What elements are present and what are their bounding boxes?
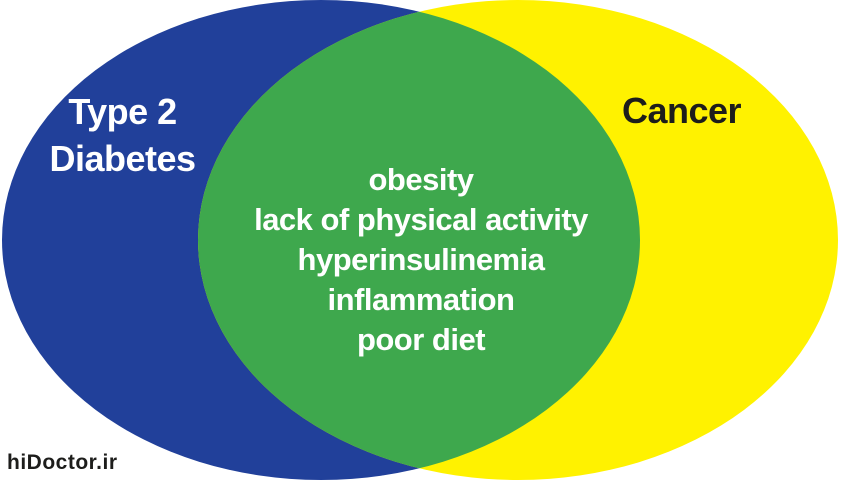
diabetes-label: Type 2 Diabetes bbox=[20, 88, 225, 182]
overlap-item-lack-of-physical-activity: lack of physical activity bbox=[254, 202, 588, 237]
diabetes-label-line1: Type 2 bbox=[68, 91, 177, 132]
overlap-item-poor-diet: poor diet bbox=[356, 322, 486, 357]
overlap-item-hyperinsulinemia: hyperinsulinemia bbox=[297, 242, 545, 277]
cancer-label: Cancer bbox=[621, 90, 742, 131]
overlap-item-inflammation: inflammation bbox=[327, 282, 515, 317]
overlap-region bbox=[198, 0, 640, 480]
overlap-item-obesity: obesity bbox=[368, 162, 474, 197]
overlap-factors-list: obesity lack of physical activity hyperi… bbox=[171, 160, 671, 360]
diabetes-label-line2: Diabetes bbox=[49, 138, 196, 179]
watermark: hiDoctor.ir bbox=[7, 451, 118, 474]
